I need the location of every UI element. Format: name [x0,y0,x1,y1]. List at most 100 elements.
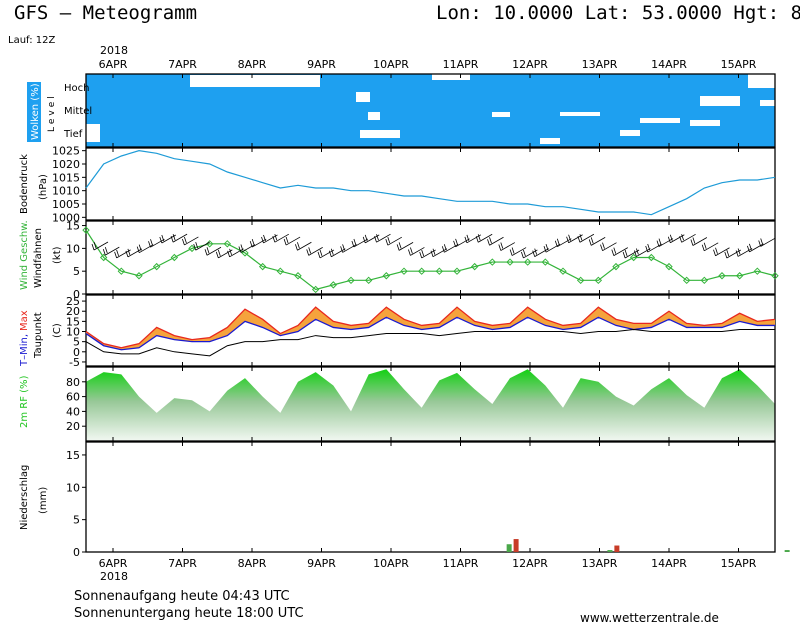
wind-barb [634,248,651,257]
wind-speed-point [135,272,143,280]
pressure-axis-tick-label: 1000 [52,211,80,224]
wind-axis-tick-label: 0 [73,288,80,301]
day-label-top: 8APR [238,58,267,71]
wind-barb [125,248,143,258]
cloud-gap [100,24,148,44]
wind-barb [249,238,267,248]
humidity-frame [85,366,776,442]
day-label-top: 12APR [512,58,548,71]
level-tief: Tief [63,129,83,140]
wind-barb [238,244,256,253]
wind-barb [408,247,425,256]
cloud-gap [540,138,560,144]
wind-barb [317,249,335,259]
humidity-axis-tick-label: 80 [66,376,80,389]
dewpoint-line [85,328,775,357]
website-link[interactable]: www.wetterzentrale.de [580,611,719,625]
wind-speed-point [276,267,285,275]
location-info: Lon: 10.0000 Lat: 53.0000 Hgt: 8 [436,2,800,24]
level-mittel: Mittel [64,106,92,117]
wind-barb [295,241,312,251]
sunrise-info: Sonnenaufgang heute 04:43 UTC [74,589,290,604]
day-label-top: 10APR [373,58,409,71]
precip-bar [513,539,519,552]
wind-barb [588,237,606,246]
pressure-axis-tick-label: 1020 [52,158,80,171]
wind-speed-point [364,276,373,285]
temperature-axis-tick-label: 5 [73,336,80,349]
wind-barb [611,247,628,256]
wind-barb [227,248,244,258]
wind-axis-tick-label: 15 [66,220,80,233]
wind-barb [204,246,222,256]
cloud-gap [356,92,370,102]
wind-barb [136,244,154,254]
precip-panel: 0 5 10 15 [66,441,790,559]
wind-barb [385,236,402,246]
wind-barb [215,249,233,259]
wind-speed-point [629,253,638,262]
pressure-axis-tick-label: 1010 [52,185,80,198]
wind-speed-point [541,258,550,266]
year-bottom: 2018 [100,570,128,583]
humidity-axis-tick-label: 40 [66,405,80,418]
level-label: Level [47,93,57,132]
wind-barb [724,249,741,259]
wind-barb [690,237,708,246]
temperature-frame [85,294,776,367]
wind-speed-line [85,229,776,291]
wind-barb [758,238,775,247]
day-label-bottom: 9APR [307,557,336,570]
wind-speed-point [612,262,620,271]
wind-barb [701,242,719,252]
wind-axis-tick-label: 5 [73,265,80,278]
wind-speed-point [559,267,567,275]
wind-speed-point [753,267,762,275]
precip-axis-tick-label: 5 [73,514,80,527]
wind-barb [679,233,696,243]
wind-speed-point [311,285,320,294]
tmin-label: T–Min, [19,334,30,367]
wind-barb [554,238,572,248]
wind-speed-point [506,258,514,266]
humidity-label: 2m RF (%) [19,375,30,428]
cloud-gap [640,118,680,123]
wind-speed-point [294,272,302,280]
tmax-label: Max [19,310,30,331]
wind-speed-point [170,253,179,262]
clouds-panel [85,24,776,148]
wind-barb [521,249,538,259]
cloud-gap [690,120,720,126]
wind-barb [532,248,549,257]
day-label-top: 11APR [443,58,479,71]
temperature-axis-tick-label: 0 [73,346,80,359]
wind-speed-point [223,240,232,248]
wind-barb [170,233,188,243]
cloud-gap [560,112,600,116]
wind-barb [193,241,210,251]
wind-unit: (kt) [52,246,63,264]
wind-barb [306,247,323,256]
pressure-axis-tick-label: 1005 [52,198,80,211]
precip-frame [85,441,776,553]
day-label-top: 7APR [168,58,197,71]
wind-barb [509,247,527,256]
time-axis-bottom: 6APR 7APR 8APR 9APR 10APR 11APR 12APR 13APR 14AP… [99,557,757,570]
wind-barb [419,249,436,259]
wind-barb [148,238,165,248]
precip-axis-tick-label: 10 [66,481,80,494]
wind-speed-point [488,258,497,266]
wind-barb [340,244,357,253]
pressure-axis-tick-label: 1025 [52,145,80,158]
humidity-axis-tick-label: 60 [66,391,80,404]
wind-speed-point [258,262,267,271]
day-label-bottom: 10APR [373,557,409,570]
precip-axis-tick-label: 15 [66,449,80,462]
wind-frame [85,220,776,295]
wind-barb [374,233,391,243]
wind-speed-point [435,267,444,275]
wind-speed-point [117,267,126,275]
temp-unit: (C) [52,323,63,338]
